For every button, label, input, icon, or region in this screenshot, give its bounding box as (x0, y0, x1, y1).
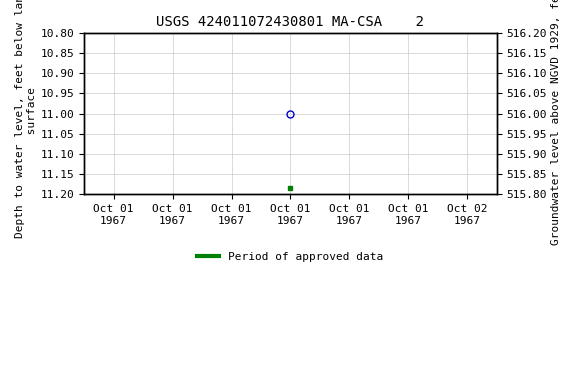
Y-axis label: Depth to water level, feet below land
 surface: Depth to water level, feet below land su… (15, 0, 37, 238)
Y-axis label: Groundwater level above NGVD 1929, feet: Groundwater level above NGVD 1929, feet (551, 0, 561, 245)
Title: USGS 424011072430801 MA-CSA    2: USGS 424011072430801 MA-CSA 2 (157, 15, 425, 29)
Legend: Period of approved data: Period of approved data (193, 247, 388, 266)
